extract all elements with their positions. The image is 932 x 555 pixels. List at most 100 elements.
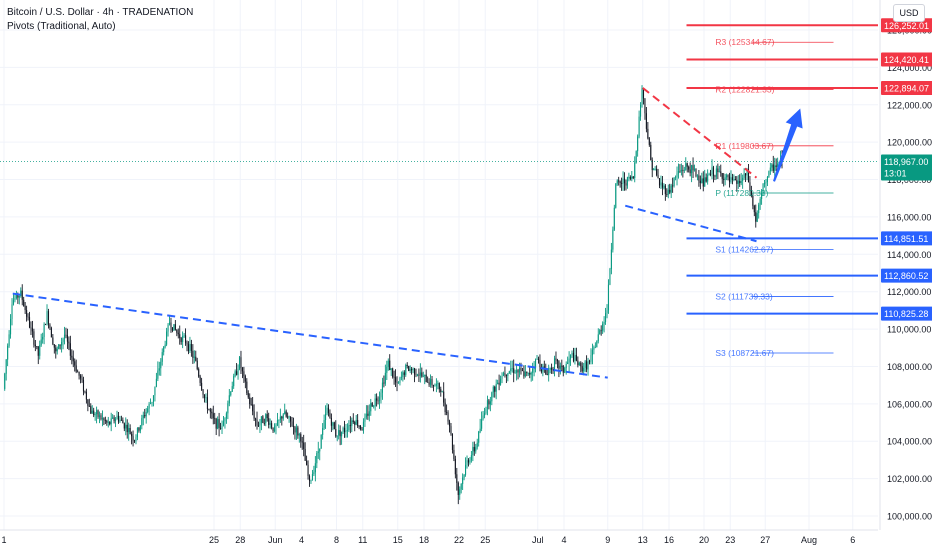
candle-body — [501, 376, 502, 379]
candle-body — [475, 447, 476, 451]
candle-body — [100, 415, 101, 419]
candle-body — [86, 392, 87, 400]
candle-down — [700, 175, 701, 189]
candle-body — [679, 171, 680, 172]
candle-body — [357, 420, 358, 426]
candle-down — [93, 408, 94, 417]
candle-body — [124, 423, 125, 428]
candle-body — [135, 437, 136, 441]
candle-body — [500, 379, 501, 385]
candle-body — [275, 425, 276, 426]
candle-up — [599, 329, 600, 335]
candle-body — [19, 296, 20, 298]
candle-down — [245, 375, 246, 389]
candle-body — [356, 420, 357, 425]
candle-down — [658, 169, 659, 179]
candle-body — [35, 345, 36, 346]
candle-up — [634, 156, 635, 182]
candle-up — [146, 408, 147, 424]
candle-body — [738, 181, 739, 184]
candle-up — [322, 423, 323, 439]
candle-body — [179, 334, 180, 338]
candle-up — [9, 330, 10, 348]
candle-up — [227, 401, 228, 420]
candle-body — [569, 359, 570, 363]
candle-up — [154, 386, 155, 401]
candle-up — [593, 345, 594, 354]
candle-body — [663, 186, 664, 188]
candle-body — [585, 361, 586, 368]
candle-body — [22, 291, 23, 300]
x-tick-label: 9 — [605, 535, 610, 545]
candle-body — [491, 392, 492, 401]
candle-body — [119, 420, 120, 422]
candle-body — [468, 460, 469, 462]
candle-down — [443, 382, 444, 406]
candle-up — [369, 404, 370, 421]
candle-body — [395, 377, 396, 382]
candle-down — [256, 412, 257, 430]
candle-down — [179, 326, 180, 345]
candle-body — [211, 412, 212, 414]
candle-body — [450, 426, 451, 434]
candle-up — [741, 173, 742, 185]
candle-down — [254, 404, 255, 421]
candle-up — [41, 334, 42, 347]
candle-up — [767, 176, 768, 186]
candle-up — [525, 365, 526, 378]
symbol-title[interactable]: Bitcoin / U.S. Dollar · 4h · TRADENATION — [7, 6, 193, 20]
indicator-label[interactable]: Pivots (Traditional, Auto) — [7, 20, 193, 34]
candle-body — [617, 180, 618, 183]
pivot-label: R2 (122821.33) — [715, 84, 774, 94]
candle-down — [394, 371, 395, 385]
candle-body — [722, 173, 723, 179]
candle-body — [418, 375, 419, 376]
candle-down — [499, 375, 500, 391]
candle-body — [760, 199, 761, 205]
candle-up — [140, 425, 141, 433]
candle-body — [128, 428, 129, 432]
candle-body — [596, 341, 597, 347]
candle-up — [676, 167, 677, 186]
candle-body — [173, 324, 174, 330]
candle-down — [144, 409, 145, 418]
candle-body — [188, 344, 189, 351]
candle-up — [157, 361, 158, 381]
level-price-label: 124,420.41 — [884, 55, 929, 65]
candle-body — [382, 383, 383, 393]
candle-down — [669, 184, 670, 194]
candle-up — [102, 410, 103, 426]
candle-down — [118, 412, 119, 424]
candle-down — [404, 370, 405, 379]
candle-body — [46, 311, 47, 324]
candle-down — [776, 158, 777, 170]
candle-body — [138, 428, 139, 431]
candle-down — [659, 178, 660, 188]
x-tick-label: 15 — [393, 535, 403, 545]
candle-down — [773, 156, 774, 173]
candle-body — [512, 368, 513, 369]
currency-button[interactable]: USD — [893, 4, 925, 22]
candle-up — [343, 427, 344, 435]
candle-up — [162, 348, 163, 365]
candle-down — [175, 320, 176, 331]
candle-up — [611, 243, 612, 274]
candle-body — [137, 428, 138, 437]
candle-body — [294, 427, 295, 433]
candle-up — [277, 413, 278, 426]
candle-body — [691, 165, 692, 173]
candle-up — [462, 473, 463, 490]
candle-body — [703, 178, 704, 186]
candle-down — [561, 360, 562, 372]
candle-body — [223, 421, 224, 425]
candle-up — [46, 304, 47, 325]
candle-up — [325, 405, 326, 429]
candle-body — [118, 416, 119, 422]
candle-body — [424, 375, 425, 376]
candle-body — [729, 177, 730, 182]
candle-down — [48, 309, 49, 329]
candle-body — [76, 365, 77, 371]
candle-body — [634, 163, 635, 178]
